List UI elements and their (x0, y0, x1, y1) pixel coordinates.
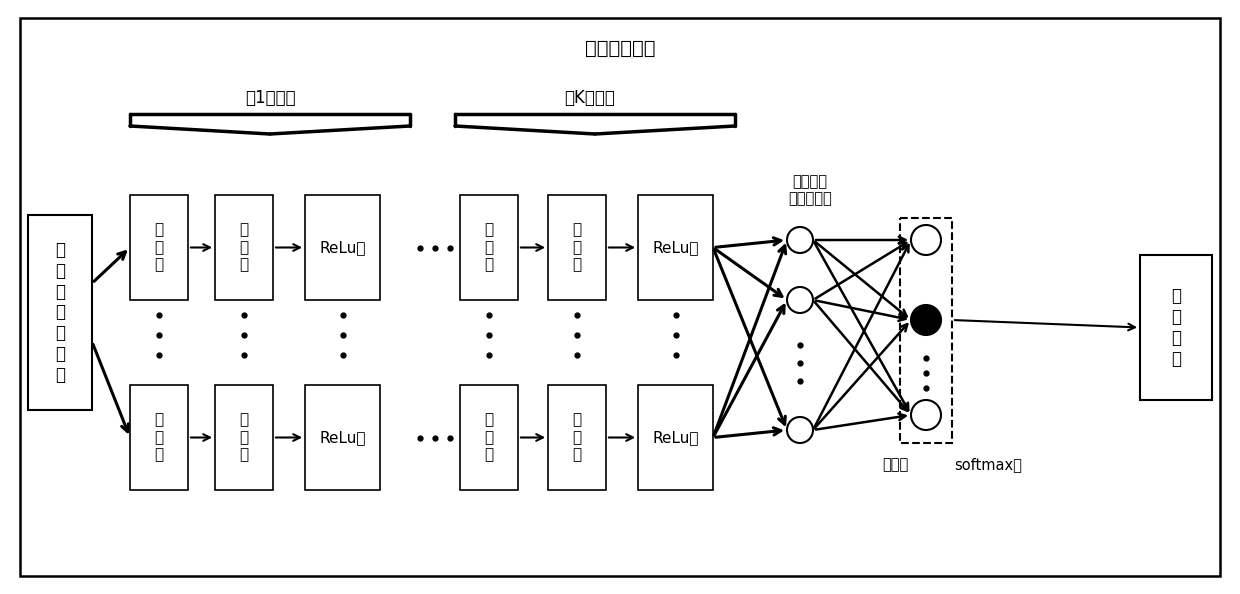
Text: 特征维: 特征维 (882, 457, 908, 472)
Circle shape (787, 227, 813, 253)
FancyBboxPatch shape (130, 195, 188, 300)
Circle shape (911, 225, 941, 255)
Text: ReLu层: ReLu层 (652, 430, 699, 445)
FancyBboxPatch shape (639, 195, 713, 300)
Text: 池
化
层: 池 化 层 (239, 413, 248, 462)
Text: 卷积神经网络: 卷积神经网络 (585, 39, 655, 58)
Text: ReLu层: ReLu层 (319, 240, 366, 255)
Text: 卷
积
层: 卷 积 层 (155, 223, 164, 273)
Text: 第K层网络: 第K层网络 (564, 89, 615, 107)
FancyBboxPatch shape (20, 18, 1220, 576)
Text: 卷
积
层: 卷 积 层 (485, 223, 494, 273)
Text: ReLu层: ReLu层 (319, 430, 366, 445)
Circle shape (911, 305, 941, 335)
Text: 全连接层
（激活层）: 全连接层 （激活层） (789, 174, 832, 206)
Text: 待
识
别
电
磁
信
号: 待 识 别 电 磁 信 号 (55, 241, 64, 384)
Text: 卷
积
层: 卷 积 层 (485, 413, 494, 462)
FancyBboxPatch shape (215, 385, 273, 490)
Circle shape (911, 400, 941, 430)
FancyBboxPatch shape (639, 385, 713, 490)
FancyBboxPatch shape (1140, 255, 1211, 400)
Text: ReLu层: ReLu层 (652, 240, 699, 255)
Text: 识
别
结
果: 识 别 结 果 (1171, 287, 1180, 368)
FancyBboxPatch shape (460, 195, 518, 300)
FancyBboxPatch shape (900, 218, 952, 443)
Text: 卷
积
层: 卷 积 层 (155, 413, 164, 462)
FancyBboxPatch shape (305, 195, 379, 300)
Text: softmax层: softmax层 (954, 457, 1022, 472)
Circle shape (787, 417, 813, 443)
Text: 池
化
层: 池 化 层 (573, 223, 582, 273)
Text: 池
化
层: 池 化 层 (239, 223, 248, 273)
Text: 第1层网络: 第1层网络 (244, 89, 295, 107)
FancyBboxPatch shape (460, 385, 518, 490)
FancyBboxPatch shape (29, 215, 92, 410)
FancyBboxPatch shape (215, 195, 273, 300)
FancyBboxPatch shape (548, 385, 606, 490)
FancyBboxPatch shape (305, 385, 379, 490)
Circle shape (787, 287, 813, 313)
Text: 池
化
层: 池 化 层 (573, 413, 582, 462)
FancyBboxPatch shape (548, 195, 606, 300)
FancyBboxPatch shape (130, 385, 188, 490)
